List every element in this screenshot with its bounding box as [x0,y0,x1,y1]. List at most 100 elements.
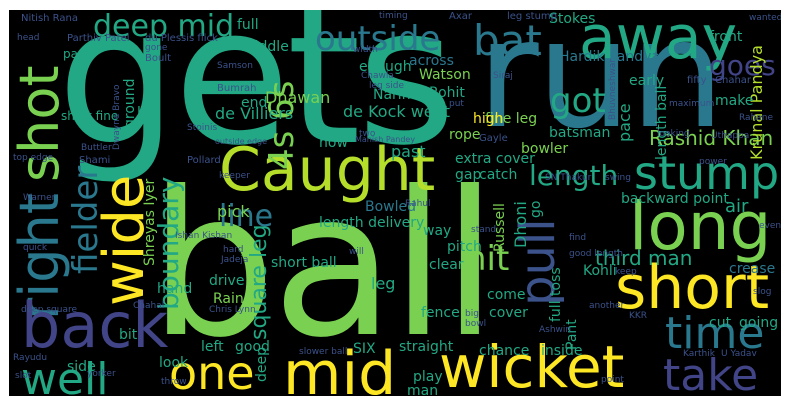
word-line: line [219,199,274,234]
word-hit: hit [465,239,510,279]
word-bowler: bowler [521,141,569,157]
word-kohli: Kohli [583,263,617,279]
word-now: now [319,135,348,151]
word-inside: inside [541,343,583,359]
word-fine-leg: fine leg [485,111,538,127]
word-deep: deep [254,347,270,382]
word-top-edge: top edge [13,153,54,163]
word-keeper: keeper [219,171,250,181]
word-stoinis: Stoinis [187,123,218,133]
word-mid: mid [283,339,397,396]
word-du-plessis-flick: du Plessis flick [145,33,218,44]
word-dhoni: Dhoni [511,201,530,248]
word-play: play [413,369,443,385]
word-long: long [629,188,772,265]
word-enough: enough [359,59,412,75]
word-got: got [550,81,606,121]
word-come: come [487,287,526,303]
word-make: make [715,93,754,109]
word-keep: keep [615,267,637,277]
word-fielder: fielder [66,165,106,274]
word-another: another [589,301,625,311]
word-full-toss: full toss [548,267,564,322]
word-go: go [528,200,544,218]
word-goes: goes [709,49,776,82]
word-slot: slot [15,371,32,381]
word-sn-thakur: SN Thakur [545,173,592,183]
word-middle: middle [241,39,289,55]
word-rahul: Rahul [405,199,431,209]
word-chance: chance [479,343,530,359]
word-narine: Narine [373,87,420,103]
word-run: run [477,10,725,162]
word-two: two [359,129,376,139]
word-look: look [159,355,189,371]
word-dhawan: Dhawan [265,88,331,107]
word-head: head [17,33,40,43]
word-raina: Raina [213,291,253,307]
word-outside-edge: outside edge [215,137,268,146]
word-pitch: pitch [447,239,482,255]
word-width: width [353,45,378,55]
word-slog: slog [753,287,772,297]
word-cover: cover [489,305,528,321]
word-shreyas-iyer: Shreyas Iyer [142,178,158,266]
word-way: way [423,223,452,239]
word-rohit: Rohit [429,85,465,101]
word-rahane: Rahane [739,113,774,123]
word-bowled: Bowled [365,199,417,215]
word-past: past [391,142,426,161]
word-samson: Samson [217,61,253,71]
word-buttler: Buttler [81,143,112,153]
word-loft: loft [137,105,160,121]
word-cut: cut [709,315,732,331]
word-gone: gone [145,43,168,53]
word-well: well [21,354,109,397]
word-end: end [241,95,268,111]
word-leg-stump: leg stump [507,11,558,22]
word-uthappa: Uthappa [711,131,750,141]
word-siraj: Siraj [493,71,513,81]
word-stump: stump [634,146,780,200]
word-stokes: Stokes [549,11,596,27]
word-bat: bat [473,16,542,65]
word-pick: pick [217,202,250,221]
word-put: put [449,99,464,109]
word-dwayne-bravo: Dwayne Bravo [112,84,122,150]
word-length-ball: length ball [654,85,670,160]
word-yorker: yorker [87,369,116,379]
word-left: left [201,339,224,355]
word-stand: stand [471,225,497,235]
word-bit: bit [119,327,138,343]
word-gets: gets [57,10,456,187]
word-high: high [473,111,504,127]
word-ishan-kishan: Ishan Kishan [175,231,233,241]
word-de-villiers: de Villiers [215,104,294,123]
word-big: big [465,309,479,319]
word-going: going [739,315,779,331]
word-hand: hand [157,281,193,297]
word-hard: hard [223,245,244,255]
word-parthiv-patel: Parthiv Patel [67,33,130,44]
word-bowl: bowl [465,319,487,329]
word-rashid-khan: Rashid Khan [649,126,774,150]
word-boult: Boult [145,53,172,64]
word-air: air [725,196,749,217]
word-jadeja: Jadeja [221,255,249,265]
word-short-ball: short ball [271,255,337,271]
word-bumrah: Bumrah [217,83,257,94]
word-short-fine: short fine [61,109,119,123]
word-pollard: Pollard [187,155,221,166]
word-power: power [699,157,727,167]
word-ball: ball [149,149,498,382]
word-wanted: wanted [749,13,781,23]
word-gap: gap [455,167,482,183]
word-ground: ground [122,78,138,128]
word-deep-mid: deep mid [93,10,235,44]
word-rayudu: Rayudu [13,353,48,363]
word-clear: clear [429,257,464,273]
word-side: side [67,359,96,375]
word-deep-square: deep square [21,305,78,315]
word-fence: fence [421,305,460,321]
word-slower-ball: slower ball [299,347,348,357]
